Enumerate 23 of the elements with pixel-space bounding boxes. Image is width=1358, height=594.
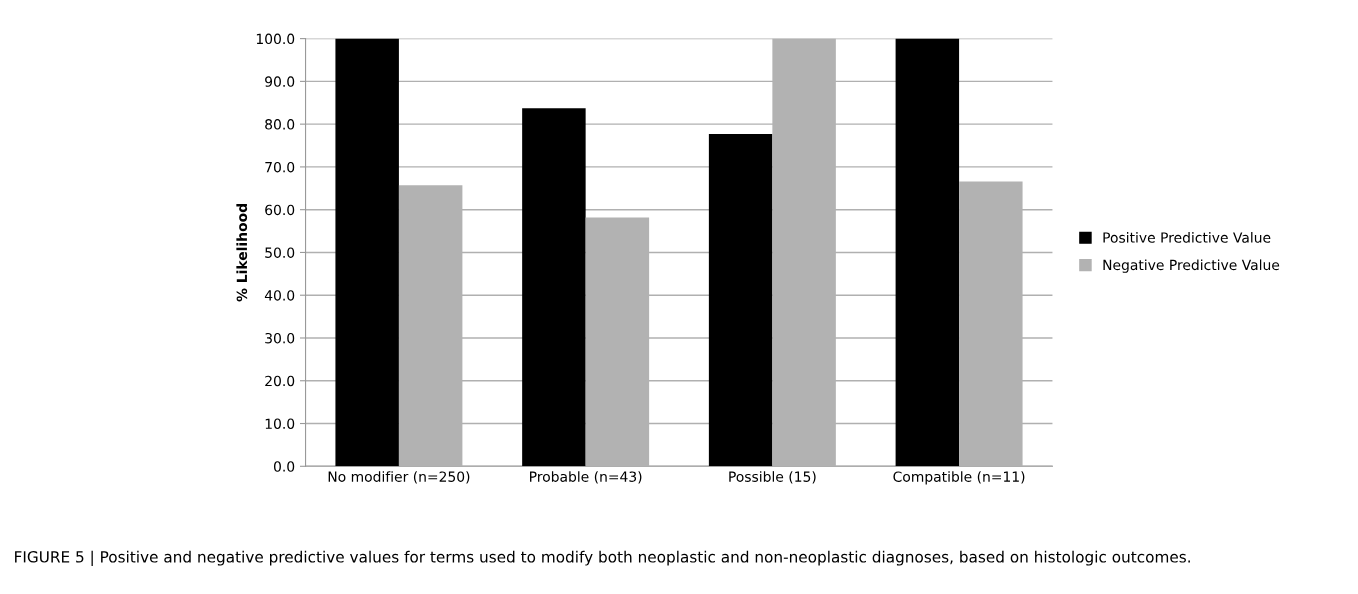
x-tick-label: Probable (n=43) [530, 471, 642, 484]
y-tick-label: 90.0 [265, 76, 295, 87]
y-tick-label: 30.0 [265, 332, 295, 344]
y-tick-label: 100.0 [256, 33, 295, 45]
x-tick-label: Compatible (n=11) [893, 471, 1025, 485]
x-tick-label: Possible (15) [729, 471, 816, 484]
y-tick-label: 40.0 [264, 290, 295, 301]
bar [335, 38, 399, 467]
y-tick-label: 20.0 [265, 375, 295, 387]
bar [708, 133, 773, 467]
legend-label: Positive Predictive Value [1103, 232, 1271, 243]
legend-label: Negative Predictive Value [1103, 259, 1280, 273]
y-tick-label: 80.0 [265, 119, 295, 130]
bar [522, 108, 586, 467]
bar [895, 38, 960, 467]
y-tick-label: 70.0 [265, 161, 295, 173]
caption: FIGURE 5 | Positive and negative predictive values for terms used to modify both neoplastic and non-neoplastic diagnoses, based on histologic outcomes. [15, 550, 1190, 566]
x-tick-label: No modifier (n=250) [328, 471, 470, 484]
y-axis-title: % Likelihood [236, 204, 248, 302]
y-tick-label: 60.0 [265, 204, 295, 216]
y-tick-label: 0.0 [273, 461, 295, 472]
y-tick-label: 10.0 [265, 418, 295, 429]
y-tick-label: 50.0 [265, 247, 295, 258]
